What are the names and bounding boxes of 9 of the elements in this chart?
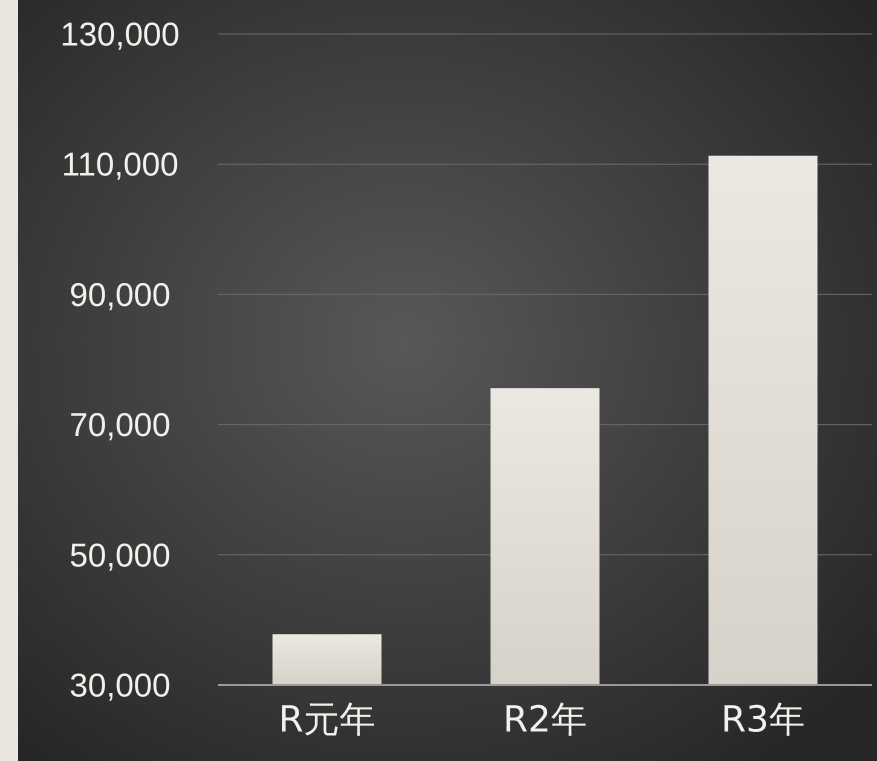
- y-tick-label: 50,000: [70, 536, 170, 574]
- y-tick-label: 110,000: [62, 146, 178, 183]
- x-tick-label: R2年: [503, 700, 587, 740]
- x-tick-label: R3年: [721, 700, 805, 740]
- y-tick-label: 90,000: [70, 276, 170, 313]
- y-tick-label: 30,000: [70, 666, 170, 704]
- y-tick-label: 70,000: [70, 406, 170, 444]
- y-tick-label: 130,000: [60, 16, 180, 52]
- x-tick-label: R元年: [278, 700, 376, 740]
